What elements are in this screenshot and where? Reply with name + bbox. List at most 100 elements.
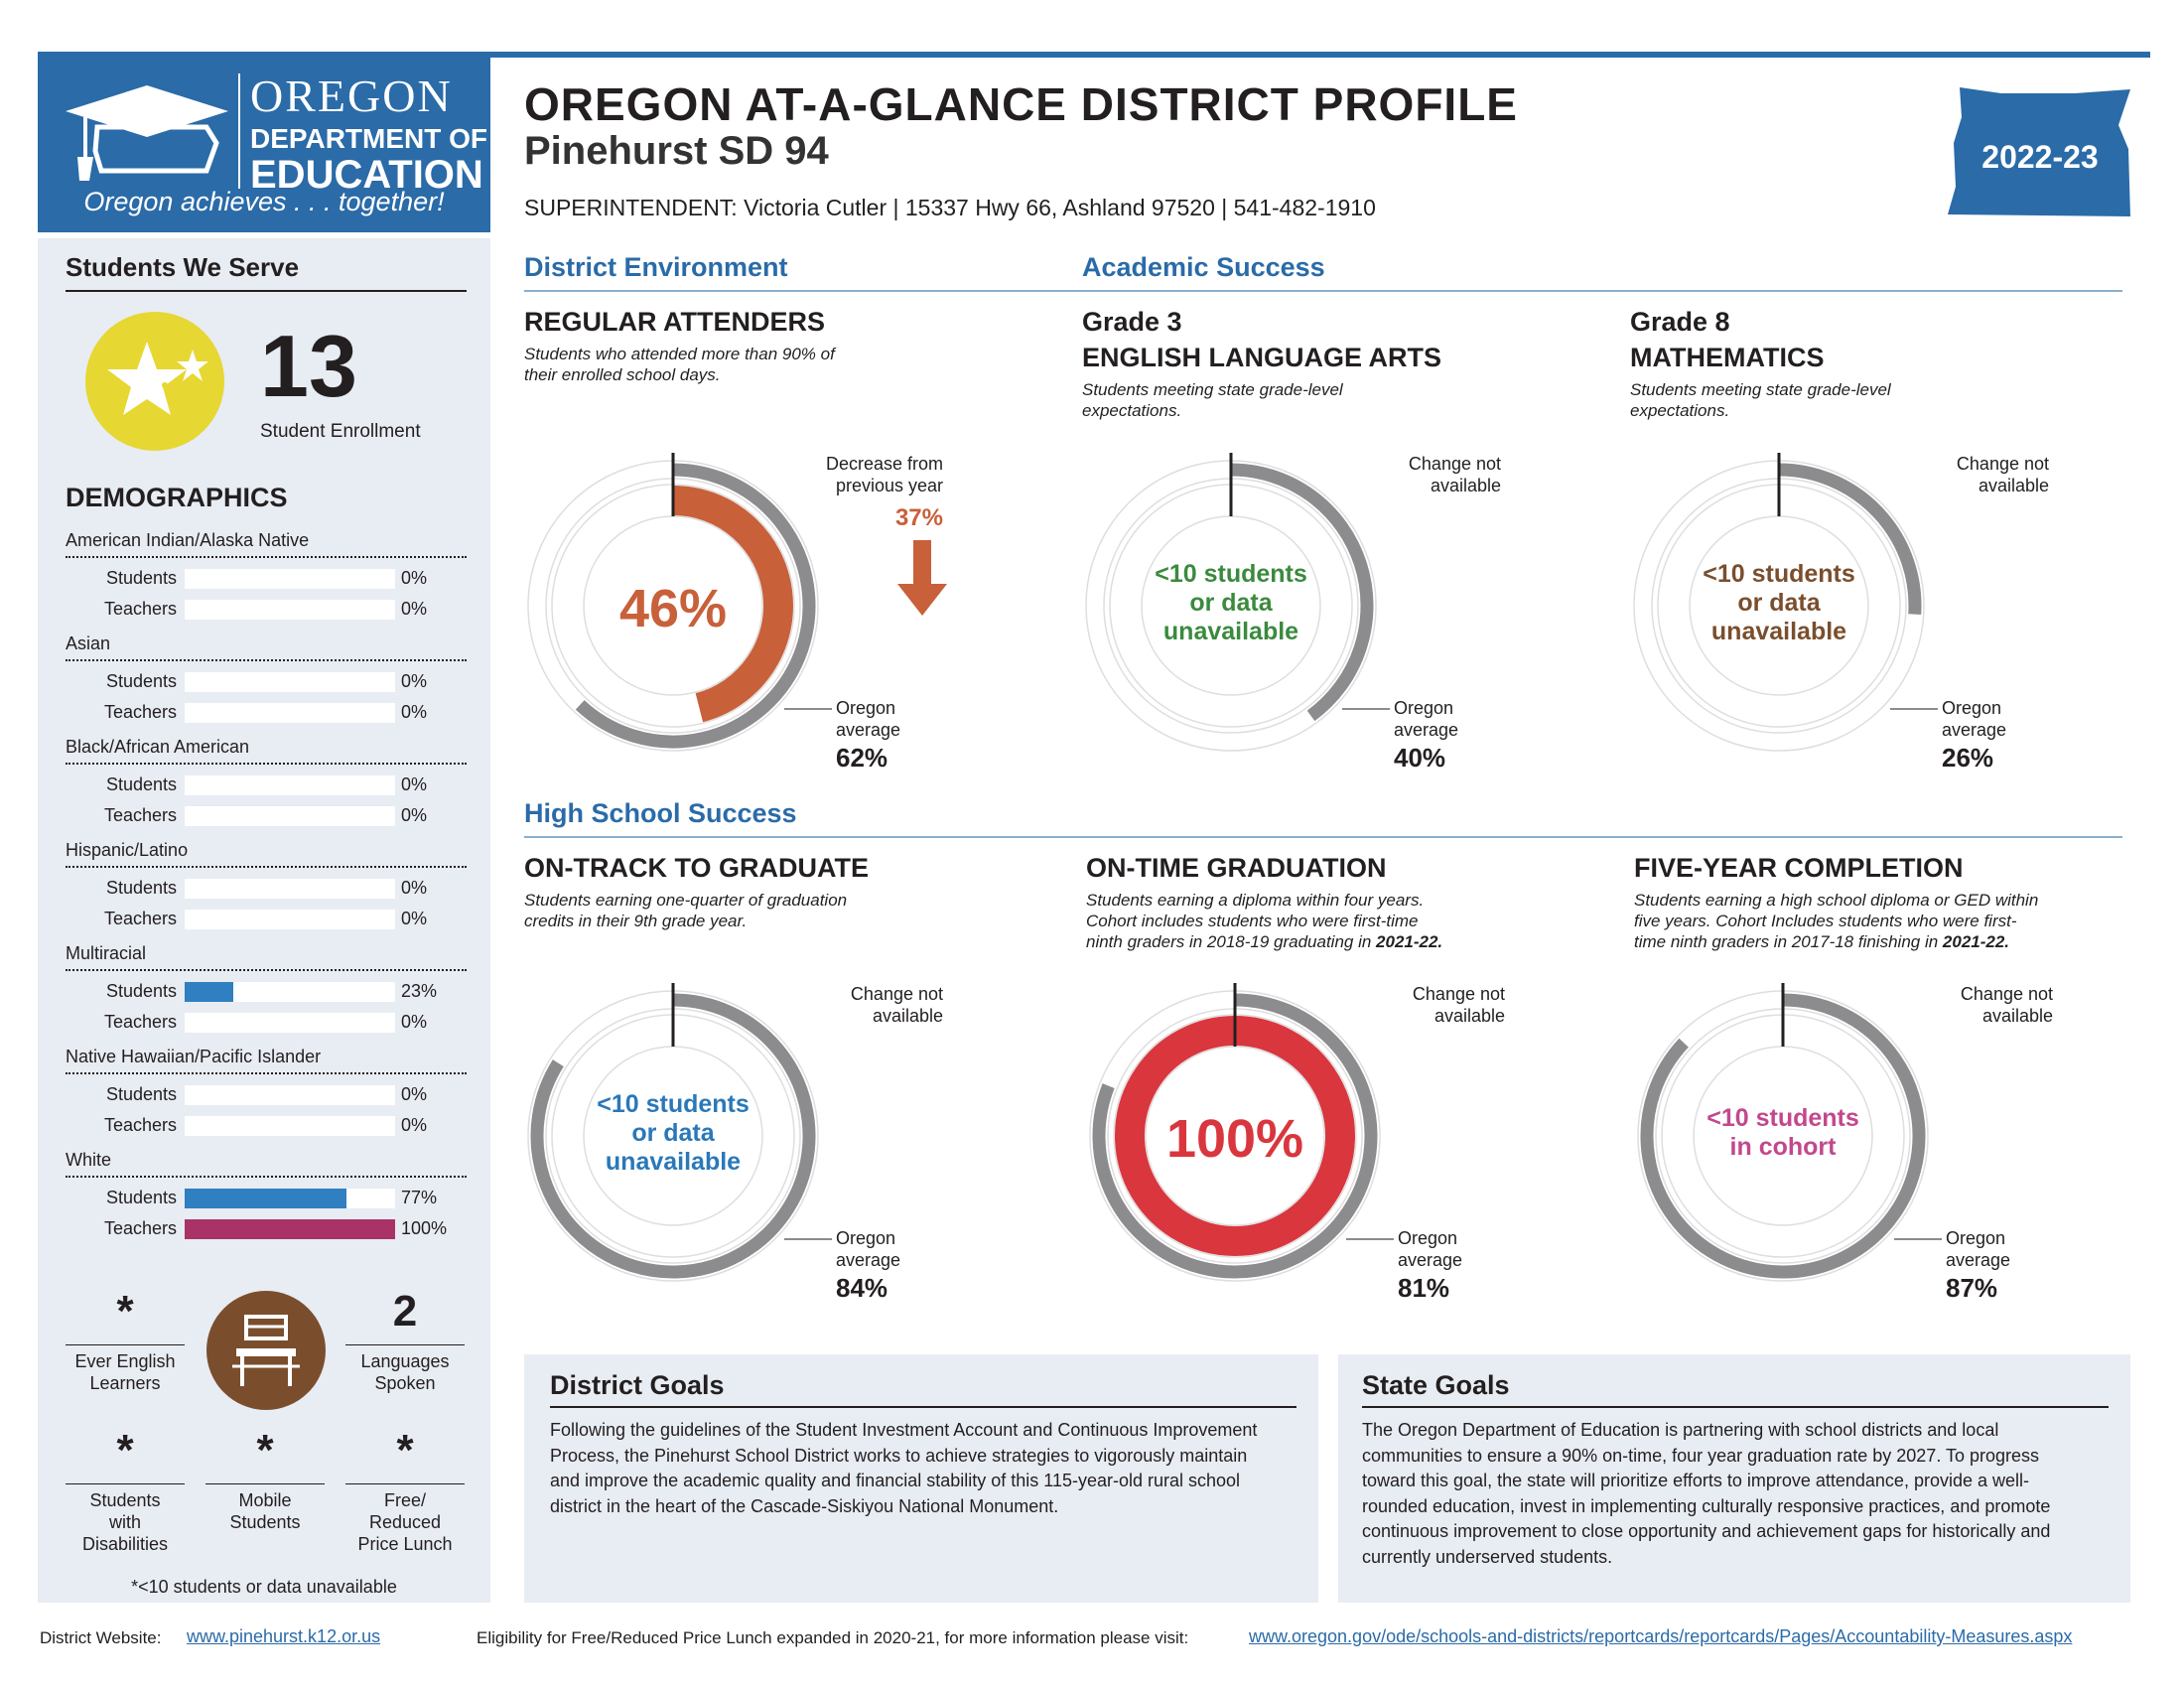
oregon-average-arc	[575, 463, 816, 749]
stat-rule	[66, 1344, 185, 1345]
regular-attenders-title: REGULAR ATTENDERS	[524, 307, 825, 337]
free-reduced-lunch-value: *	[396, 1426, 414, 1475]
district-website-link[interactable]: www.pinehurst.k12.or.us	[187, 1626, 381, 1646]
grade3-ela-center-text: <10 students or data unavailable	[1155, 560, 1307, 645]
goal-rule	[1362, 1406, 2109, 1408]
demographic-group-label: Hispanic/Latino	[66, 840, 189, 860]
teachers-bar-track	[185, 1116, 395, 1136]
five-year-completion-center-text: <10 students in cohort	[1706, 1104, 1859, 1161]
students-bar-track	[185, 775, 395, 795]
accountability-measures-link[interactable]: www.oregon.gov/ode/schools-and-districts…	[1249, 1626, 2073, 1646]
district-name: Pinehurst SD 94	[524, 129, 829, 173]
teachers-percent: 0%	[401, 909, 428, 928]
oregon-average-arc	[1640, 993, 1926, 1279]
students-row-label: Students	[105, 878, 177, 898]
logo-dept-line1: DEPARTMENT OF	[250, 123, 488, 154]
on-track-change-label: Change not available	[850, 984, 943, 1026]
demographic-group-rule	[66, 866, 467, 868]
on-time-graduation-description: Students earning a diploma within four y…	[1086, 891, 1443, 951]
students-bar-track	[185, 1085, 395, 1105]
state-goals-panel	[1338, 1354, 2130, 1603]
on-track-center-text: <10 students or data unavailable	[597, 1090, 750, 1176]
grade3-ela-description: Students meeting state grade-level expec…	[1082, 380, 1343, 420]
on-time-graduation-donut	[1089, 983, 1381, 1282]
logo-state: OREGON	[250, 70, 453, 121]
students-bar-track	[185, 1189, 395, 1208]
students-percent: 0%	[401, 774, 428, 794]
grade3-ela-oregon-label: Oregon average	[1394, 698, 1459, 740]
mobile-students-label: Mobile Students	[229, 1490, 301, 1532]
teachers-row-label: Teachers	[103, 805, 177, 825]
heading-rule	[66, 290, 467, 292]
oregon-average-leader-line	[784, 1238, 832, 1240]
students-bar-track	[185, 569, 395, 589]
students-bar-fill	[185, 1189, 347, 1208]
page-title: OREGON AT-A-GLANCE DISTRICT PROFILE	[524, 78, 1518, 130]
on-track-oregon-value: 84%	[836, 1273, 888, 1303]
teachers-row-label: Teachers	[103, 599, 177, 619]
graduation-cap-oregon-icon	[66, 85, 228, 181]
free-reduced-lunch-label: Free/ Reduced Price Lunch	[357, 1490, 453, 1554]
student-enrollment-label: Student Enrollment	[260, 421, 421, 442]
teachers-bar-track	[185, 806, 395, 826]
languages-spoken-value: 2	[392, 1287, 418, 1336]
grade3-ela-donut	[1085, 453, 1377, 752]
on-track-description: Students earning one-quarter of graduati…	[524, 891, 848, 930]
district-value-arc	[1115, 1016, 1355, 1256]
on-time-graduation-oregon-value: 81%	[1398, 1273, 1450, 1303]
grade8-math-description: Students meeting state grade-level expec…	[1630, 380, 1891, 420]
students-row-label: Students	[105, 568, 177, 588]
teachers-bar-track	[185, 1219, 395, 1239]
students-percent: 0%	[401, 878, 428, 898]
students-row-label: Students	[105, 1188, 177, 1207]
high-school-success-heading: High School Success	[524, 798, 797, 828]
oregon-map-icon	[1948, 87, 2130, 216]
superintendent-contact: SUPERINTENDENT: Victoria Cutler | 15337 …	[524, 195, 1376, 220]
regular-attenders-oregon-label: Oregon average	[836, 698, 901, 740]
teachers-bar-track	[185, 1013, 395, 1033]
oregon-average-leader-line	[1346, 1238, 1394, 1240]
students-bar-track	[185, 672, 395, 692]
grade3-ela-oregon-value: 40%	[1394, 743, 1446, 773]
students-percent: 23%	[401, 981, 438, 1001]
district-environment-heading: District Environment	[524, 252, 788, 282]
on-time-graduation-title: ON-TIME GRADUATION	[1086, 853, 1387, 883]
stat-rule	[205, 1483, 325, 1484]
teachers-bar-track	[185, 703, 395, 723]
teachers-bar-track	[185, 600, 395, 620]
on-time-graduation-oregon-label: Oregon average	[1398, 1228, 1463, 1270]
students-percent: 0%	[401, 1084, 428, 1104]
students-row-label: Students	[105, 671, 177, 691]
grade3-ela-title: Grade 3 ENGLISH LANGUAGE ARTS	[1082, 307, 1442, 372]
students-bar-track	[185, 982, 395, 1002]
grade8-math-oregon-label: Oregon average	[1942, 698, 2007, 740]
star-icon	[85, 312, 224, 451]
students-percent: 77%	[401, 1188, 438, 1207]
demographic-group-rule	[66, 1072, 467, 1074]
mobile-students-value: *	[256, 1426, 274, 1475]
district-goals-text: Following the guidelines of the Student …	[550, 1420, 1258, 1516]
regular-attenders-change-label: Decrease from previous year	[825, 454, 943, 495]
oregon-average-arc	[1092, 993, 1378, 1279]
languages-spoken-label: Languages Spoken	[360, 1351, 450, 1393]
demographic-group-label: Asian	[66, 633, 111, 653]
demographic-group-rule	[66, 659, 467, 661]
five-year-completion-description: Students earning a high school diploma o…	[1634, 891, 2039, 951]
five-year-completion-change-label: Change not available	[1960, 984, 2053, 1026]
demographic-group-label: Black/African American	[66, 737, 250, 757]
five-year-completion-title: FIVE-YEAR COMPLETION	[1634, 853, 1964, 883]
on-time-graduation-value: 100%	[1165, 1109, 1304, 1169]
demographic-group-rule	[66, 969, 467, 971]
oregon-average-leader-line	[1894, 1238, 1942, 1240]
students-bar-fill	[185, 982, 233, 1002]
teachers-percent: 0%	[401, 1115, 428, 1135]
teachers-percent: 0%	[401, 702, 428, 722]
students-row-label: Students	[105, 981, 177, 1001]
demographic-group-rule	[66, 556, 467, 558]
five-year-completion-oregon-value: 87%	[1946, 1273, 1998, 1303]
grade3-ela-change-label: Change not available	[1408, 454, 1501, 495]
section-rule	[524, 290, 2122, 292]
oregon-average-leader-line	[1342, 708, 1390, 710]
logo-tagline: Oregon achieves . . . together!	[83, 187, 445, 216]
teachers-percent: 0%	[401, 805, 428, 825]
